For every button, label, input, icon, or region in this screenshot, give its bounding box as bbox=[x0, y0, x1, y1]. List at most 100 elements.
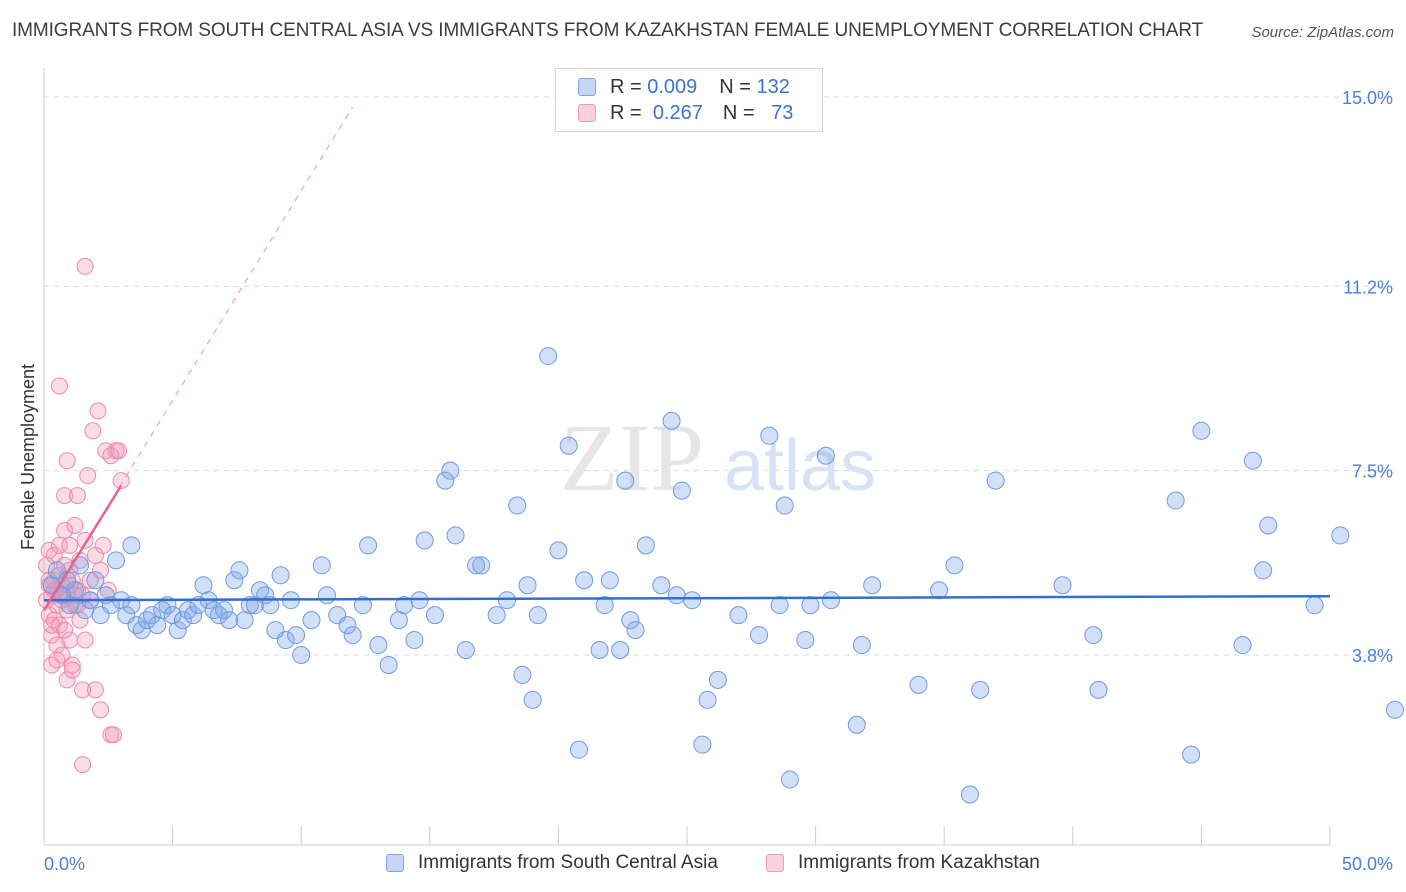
legend-swatch-blue bbox=[578, 78, 596, 96]
south-central-asia-point bbox=[1089, 680, 1108, 699]
kazakhstan-trend-line bbox=[42, 484, 123, 611]
south-central-asia-point bbox=[683, 591, 702, 610]
kazakhstan-point bbox=[84, 422, 102, 440]
south-central-asia-point bbox=[446, 526, 465, 545]
south-central-asia-point bbox=[750, 626, 769, 645]
kazakhstan-point bbox=[76, 631, 94, 649]
south-central-asia-point bbox=[816, 446, 835, 465]
south-central-asia-point bbox=[230, 561, 249, 580]
south-central-asia-point bbox=[1259, 516, 1278, 535]
south-central-asia-point bbox=[107, 551, 126, 570]
south-central-asia-trend-line bbox=[43, 594, 1331, 602]
bottom-legend-south-central-asia: Immigrants from South Central Asia bbox=[386, 852, 718, 874]
kazakhstan-point bbox=[92, 701, 110, 719]
south-central-asia-point bbox=[86, 571, 105, 590]
south-central-asia-point bbox=[148, 616, 167, 635]
kazakhstan-point bbox=[104, 726, 122, 744]
kazakhstan-point bbox=[58, 452, 76, 470]
south-central-asia-point bbox=[508, 496, 527, 515]
south-central-asia-point bbox=[796, 631, 815, 650]
legend-r-label: R = bbox=[610, 101, 642, 124]
south-central-asia-point bbox=[1166, 491, 1185, 510]
south-central-asia-point bbox=[698, 690, 717, 709]
kazakhstan-point bbox=[45, 546, 63, 564]
kazakhstan-point bbox=[74, 756, 92, 774]
kazakhstan-point bbox=[40, 541, 58, 559]
south-central-asia-point bbox=[760, 426, 779, 445]
south-central-asia-point bbox=[137, 611, 156, 630]
kazakhstan-point bbox=[89, 402, 107, 420]
bottom-legend-kazakhstan: Immigrants from Kazakhstan bbox=[766, 852, 1040, 874]
south-central-asia-point bbox=[65, 581, 84, 600]
kazakhstan-point bbox=[76, 257, 94, 275]
south-central-asia-point bbox=[652, 576, 671, 595]
south-central-asia-point bbox=[595, 596, 614, 615]
south-central-asia-point bbox=[209, 606, 228, 625]
kazakhstan-point bbox=[40, 571, 58, 589]
south-central-asia-point bbox=[338, 616, 357, 635]
kazakhstan-point bbox=[74, 681, 92, 699]
chart-title: IMMIGRANTS FROM SOUTH CENTRAL ASIA VS IM… bbox=[12, 20, 1204, 41]
south-central-asia-point bbox=[852, 636, 871, 655]
kazakhstan-point bbox=[61, 576, 79, 594]
kazakhstan-point bbox=[45, 611, 63, 629]
south-central-asia-point bbox=[456, 641, 475, 660]
south-central-asia-point bbox=[770, 596, 789, 615]
south-central-asia-point bbox=[611, 641, 630, 660]
kazakhstan-points bbox=[38, 257, 130, 774]
south-central-asia-point bbox=[662, 411, 681, 430]
south-central-asia-point bbox=[863, 576, 882, 595]
kazakhstan-point bbox=[43, 656, 61, 674]
south-central-asia-point bbox=[539, 347, 558, 366]
south-central-asia-point bbox=[317, 586, 336, 605]
bottom-legend-swatch-blue bbox=[386, 854, 404, 872]
legend-n-value: 132 bbox=[756, 75, 790, 98]
south-central-asia-point bbox=[600, 571, 619, 590]
legend-swatch-pink bbox=[578, 104, 596, 122]
kazakhstan-point bbox=[97, 442, 115, 460]
south-central-asia-point bbox=[168, 621, 187, 640]
south-central-asia-point bbox=[590, 641, 609, 660]
south-central-asia-point bbox=[425, 606, 444, 625]
south-central-asia-point bbox=[173, 611, 192, 630]
south-central-asia-point bbox=[287, 626, 306, 645]
south-central-asia-point bbox=[184, 606, 203, 625]
south-central-asia-point bbox=[575, 571, 594, 590]
y-tick-label: 15.0% bbox=[1342, 88, 1393, 108]
bottom-legend-swatch-pink bbox=[766, 854, 784, 872]
south-central-asia-point bbox=[1233, 636, 1252, 655]
south-central-asia-point bbox=[1254, 561, 1273, 580]
south-central-asia-point bbox=[708, 670, 727, 689]
kazakhstan-point bbox=[63, 656, 81, 674]
trend-lines bbox=[42, 106, 1331, 611]
south-central-asia-point bbox=[271, 566, 290, 585]
south-central-asia-point bbox=[215, 601, 234, 620]
south-central-asia-point bbox=[518, 576, 537, 595]
south-central-asia-point bbox=[1331, 526, 1350, 545]
south-central-asia-point bbox=[122, 536, 141, 555]
south-central-asia-point bbox=[729, 606, 748, 625]
south-central-asia-point bbox=[127, 616, 146, 635]
south-central-asia-point bbox=[204, 601, 223, 620]
south-central-asia-point bbox=[359, 536, 378, 555]
south-central-asia-point bbox=[945, 556, 964, 575]
south-central-asia-point bbox=[616, 471, 635, 490]
kazakhstan-point bbox=[56, 521, 74, 539]
south-central-asia-point bbox=[971, 680, 990, 699]
y-axis-label: Female Unemployment bbox=[18, 364, 38, 550]
south-central-asia-point bbox=[847, 715, 866, 734]
kazakhstan-point bbox=[86, 681, 104, 699]
legend-n-label: N = bbox=[722, 101, 755, 124]
axes bbox=[43, 68, 1331, 846]
kazakhstan-point bbox=[48, 651, 66, 669]
south-central-asia-point bbox=[179, 601, 198, 620]
kazakhstan-point bbox=[110, 442, 128, 460]
south-central-asia-point bbox=[1084, 626, 1103, 645]
kazakhstan-point bbox=[81, 571, 99, 589]
south-central-asia-point bbox=[1053, 576, 1072, 595]
south-central-asia-point bbox=[822, 591, 841, 610]
kazakhstan-point bbox=[68, 487, 86, 505]
south-central-asia-point bbox=[302, 611, 321, 630]
kazakhstan-point bbox=[63, 661, 81, 679]
south-central-asia-point bbox=[467, 556, 486, 575]
